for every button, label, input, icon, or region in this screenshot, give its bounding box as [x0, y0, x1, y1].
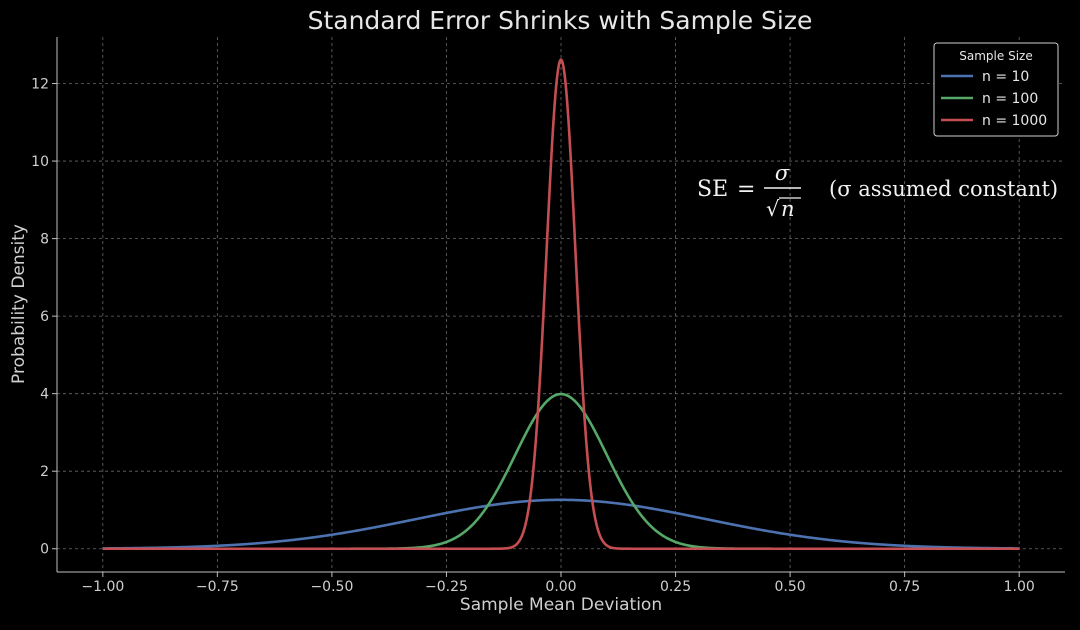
y-ticks: 0 2 4 6 8 10 12: [31, 77, 57, 558]
x-tick-label: −0.25: [425, 579, 468, 595]
formula-note: (σ assumed constant): [829, 177, 1058, 201]
x-tick-label: −0.50: [310, 579, 353, 595]
x-tick-label: 1.00: [1004, 579, 1035, 595]
x-tick-label: −1.00: [81, 579, 124, 595]
legend-box: [933, 42, 1059, 137]
formula-lhs: SE: [697, 177, 728, 202]
x-tick-label: −0.75: [196, 579, 239, 595]
formula-radical: √: [766, 197, 780, 221]
y-tick-label: 2: [40, 464, 49, 480]
y-tick-label: 12: [31, 77, 49, 93]
formula-equals: =: [737, 177, 755, 202]
y-tick-label: 8: [40, 232, 49, 248]
y-tick-label: 0: [40, 542, 49, 558]
y-axis-label: Probability Density: [9, 224, 29, 384]
series-line-n-1000: [102, 58, 1020, 551]
y-tick-label: 6: [40, 309, 49, 325]
x-tick-label: 0.75: [889, 579, 920, 595]
legend-entries: n = 10 n = 100 n = 1000: [941, 69, 1047, 129]
x-ticks: −1.00 −0.75 −0.50 −0.25 0.00 0.25 0.50 0.75 1.00: [81, 572, 1035, 595]
legend-label-n-1000: n = 1000: [982, 113, 1047, 129]
x-tick-label: 0.00: [545, 579, 576, 595]
x-tick-label: 0.50: [775, 579, 806, 595]
y-tick-label: 4: [40, 387, 49, 403]
x-axis-label: Sample Mean Deviation: [460, 595, 662, 615]
y-tick-label: 10: [31, 154, 49, 170]
series-layer: [102, 58, 1020, 551]
x-tick-label: 0.25: [660, 579, 691, 595]
legend-label-n-100: n = 100: [982, 91, 1038, 107]
formula-numerator: σ: [775, 161, 790, 185]
series-line-n-10: [102, 498, 1020, 550]
legend-title: Sample Size: [959, 49, 1032, 63]
formula-denominator: n: [781, 197, 795, 221]
se-formula-annotation: SE = σ √ n (σ assumed constant): [697, 161, 1058, 221]
chart-title: Standard Error Shrinks with Sample Size: [308, 6, 813, 35]
legend-label-n-10: n = 10: [982, 69, 1029, 85]
legend: Sample Size n = 10 n = 100 n = 1000: [933, 42, 1059, 137]
